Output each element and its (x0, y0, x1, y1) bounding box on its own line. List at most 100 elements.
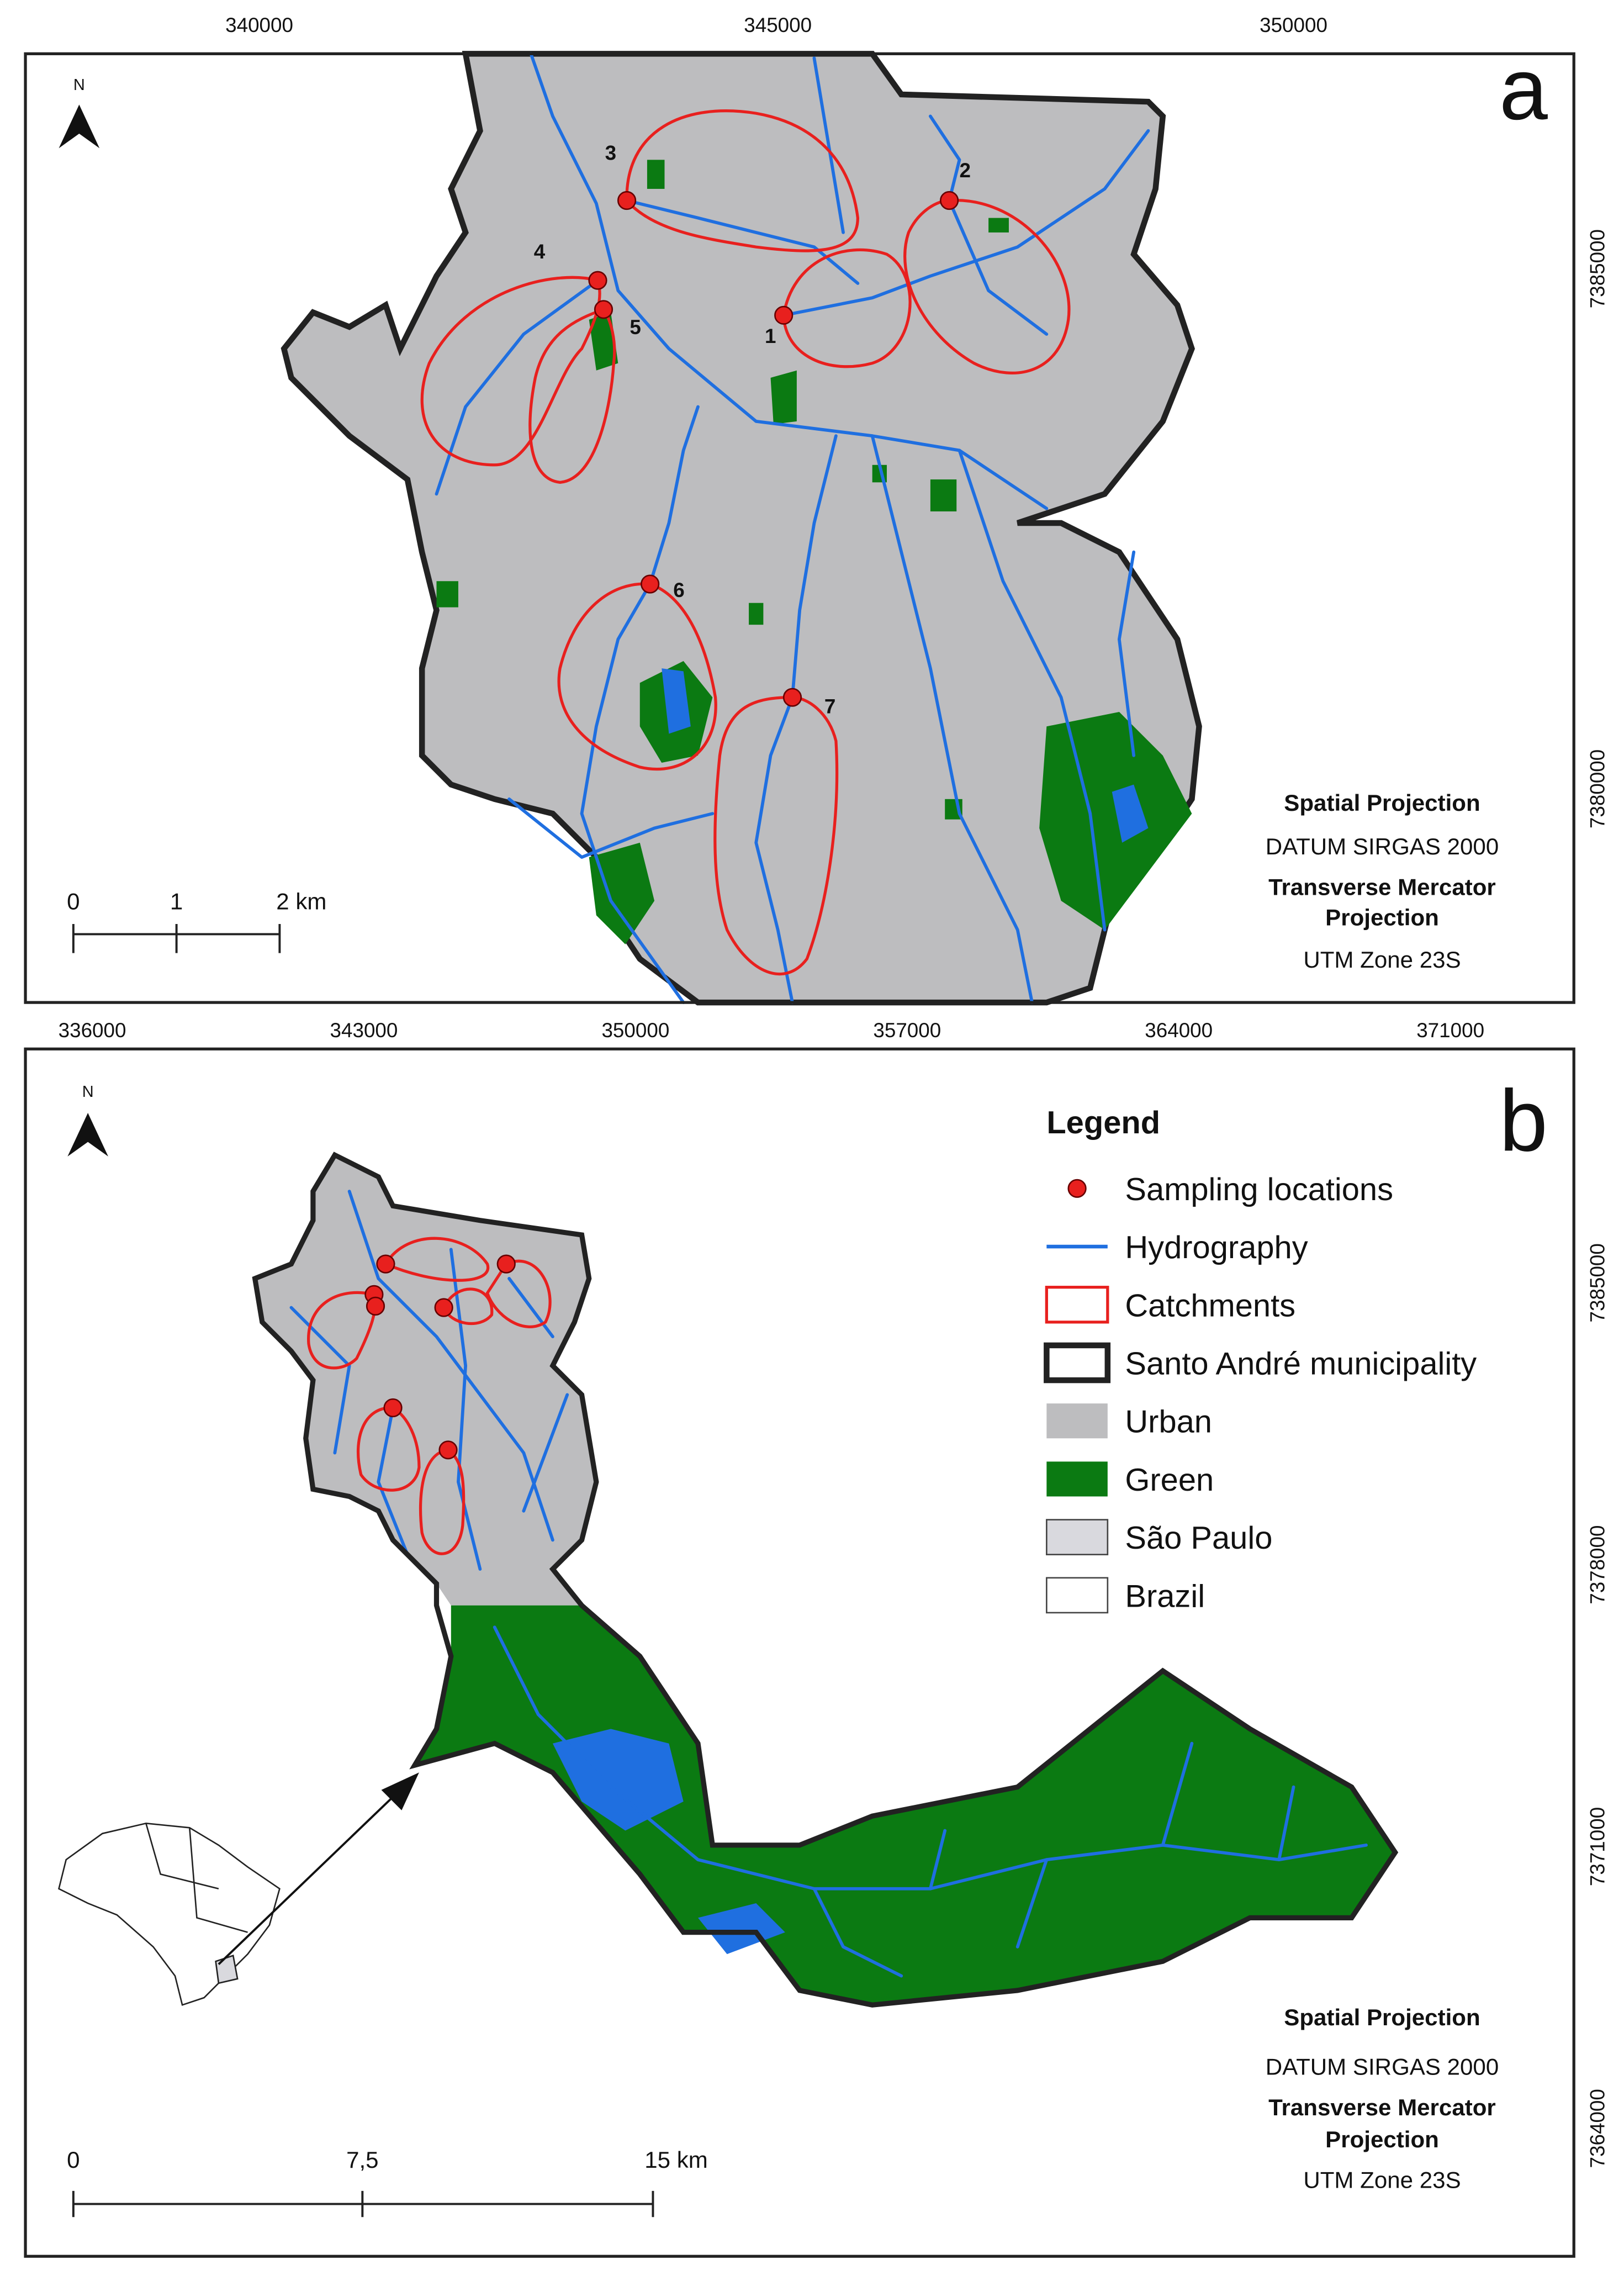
map-border (24, 52, 1575, 1004)
coord-label: 350000 (601, 1019, 669, 1042)
coord-label: 371000 (1416, 1019, 1484, 1042)
green-area (647, 160, 665, 189)
projection-text: Transverse Mercator (1268, 874, 1496, 900)
projection-text: UTM Zone 23S (1303, 2167, 1461, 2193)
site-label: 3 (605, 141, 616, 164)
site-marker (774, 305, 794, 325)
scale-label: 0 (67, 2147, 80, 2173)
river (958, 448, 1107, 932)
coord-label: 336000 (59, 1019, 126, 1042)
north-label: N (73, 76, 85, 94)
site-label: 2 (960, 159, 971, 182)
catchment (420, 276, 601, 467)
scale-label: 15 km (644, 2147, 708, 2173)
legend-symbol (1046, 1461, 1108, 1497)
projection-text: Transverse Mercator (1268, 2094, 1496, 2120)
legend-label: Catchments (1125, 1288, 1295, 1323)
site-marker (594, 300, 613, 319)
river (449, 1248, 482, 1571)
river (580, 582, 685, 1004)
site-label: 6 (673, 579, 684, 601)
panel-label: b (1499, 1072, 1548, 1169)
projection-text: Projection (1325, 2126, 1439, 2152)
projection-text: Spatial Projection (1284, 790, 1480, 816)
water-body (1112, 784, 1149, 843)
river (435, 278, 600, 496)
catchment (903, 199, 1071, 375)
river (507, 797, 715, 859)
river (812, 1741, 1295, 1978)
green-area (770, 370, 797, 425)
coord-label: 357000 (873, 1019, 941, 1042)
site-marker (496, 1254, 516, 1274)
top-coords: 336000 343000 350000 357000 364000 371000 (59, 1019, 1484, 1042)
site-marker (434, 1298, 453, 1317)
scale-label: 7,5 (346, 2147, 379, 2173)
water-body (662, 668, 691, 734)
legend-label: Santo André municipality (1125, 1347, 1477, 1382)
legend-label: Hydrography (1125, 1230, 1308, 1265)
hydrography (435, 52, 1150, 1004)
site-marker (383, 1398, 403, 1418)
catchments (307, 1237, 552, 1555)
catchment (442, 1287, 494, 1326)
scale-label: 2 km (276, 889, 326, 915)
catchment (419, 1448, 465, 1555)
river (1117, 550, 1136, 757)
catchment (485, 1259, 552, 1328)
legend-label: Urban (1125, 1404, 1212, 1440)
sampling-sites: 1 2 3 4 5 6 7 (534, 141, 971, 717)
river (347, 1190, 554, 1542)
green-area (589, 842, 655, 944)
coord-label: 364000 (1145, 1019, 1213, 1042)
map-frame (24, 1047, 1575, 2258)
river (870, 434, 1034, 1004)
catchment (713, 696, 839, 976)
catchment (383, 1237, 490, 1282)
catchment (782, 248, 912, 368)
panel-label: a (1499, 41, 1548, 138)
green-area (749, 603, 764, 625)
coord-label: 343000 (330, 1019, 398, 1042)
legend-symbol (1046, 1403, 1108, 1439)
scale-bar (72, 2190, 654, 2217)
coord-label: 7371000 (1586, 1807, 1609, 1886)
coord-label: 7378000 (1586, 1525, 1609, 1604)
projection-text: DATUM SIRGAS 2000 (1266, 2053, 1499, 2079)
site-label: 5 (630, 316, 641, 339)
legend-label: Brazil (1125, 1578, 1205, 1614)
projection-text: DATUM SIRGAS 2000 (1266, 833, 1499, 859)
river (791, 434, 838, 699)
municipality-outline (252, 1152, 1399, 2008)
river (754, 695, 794, 1004)
legend-symbol (1046, 1577, 1109, 1614)
water-body (552, 1729, 684, 1831)
legend-symbol (1045, 1286, 1109, 1324)
legend-symbol (1067, 1179, 1087, 1198)
legend-symbol (1044, 1342, 1111, 1384)
site-label: 7 (824, 695, 835, 718)
green-area (436, 581, 458, 608)
site-marker (782, 688, 802, 707)
site-label: 1 (765, 325, 776, 347)
site-marker (641, 574, 660, 594)
catchment (307, 1291, 377, 1370)
projection-text: UTM Zone 23S (1303, 947, 1461, 973)
panel-b: b N 336000 343000 350000 357000 364000 371000… (24, 1019, 1609, 2258)
legend-label: Green (1125, 1462, 1214, 1498)
river (493, 1625, 1368, 1891)
projection-text: Spatial Projection (1284, 2004, 1480, 2030)
river (625, 199, 860, 285)
coord-label: 350000 (1260, 14, 1327, 36)
legend-symbol (1046, 1519, 1109, 1556)
site-marker (376, 1254, 395, 1274)
north-arrow (59, 104, 100, 149)
catchment (557, 582, 717, 771)
north-arrow (67, 1113, 108, 1157)
site-marker (438, 1440, 458, 1460)
arrow-line (218, 1789, 401, 1965)
municipality-green (415, 1605, 1395, 2005)
right-coords: 7385000 7378000 7371000 7364000 (1586, 1243, 1609, 2168)
